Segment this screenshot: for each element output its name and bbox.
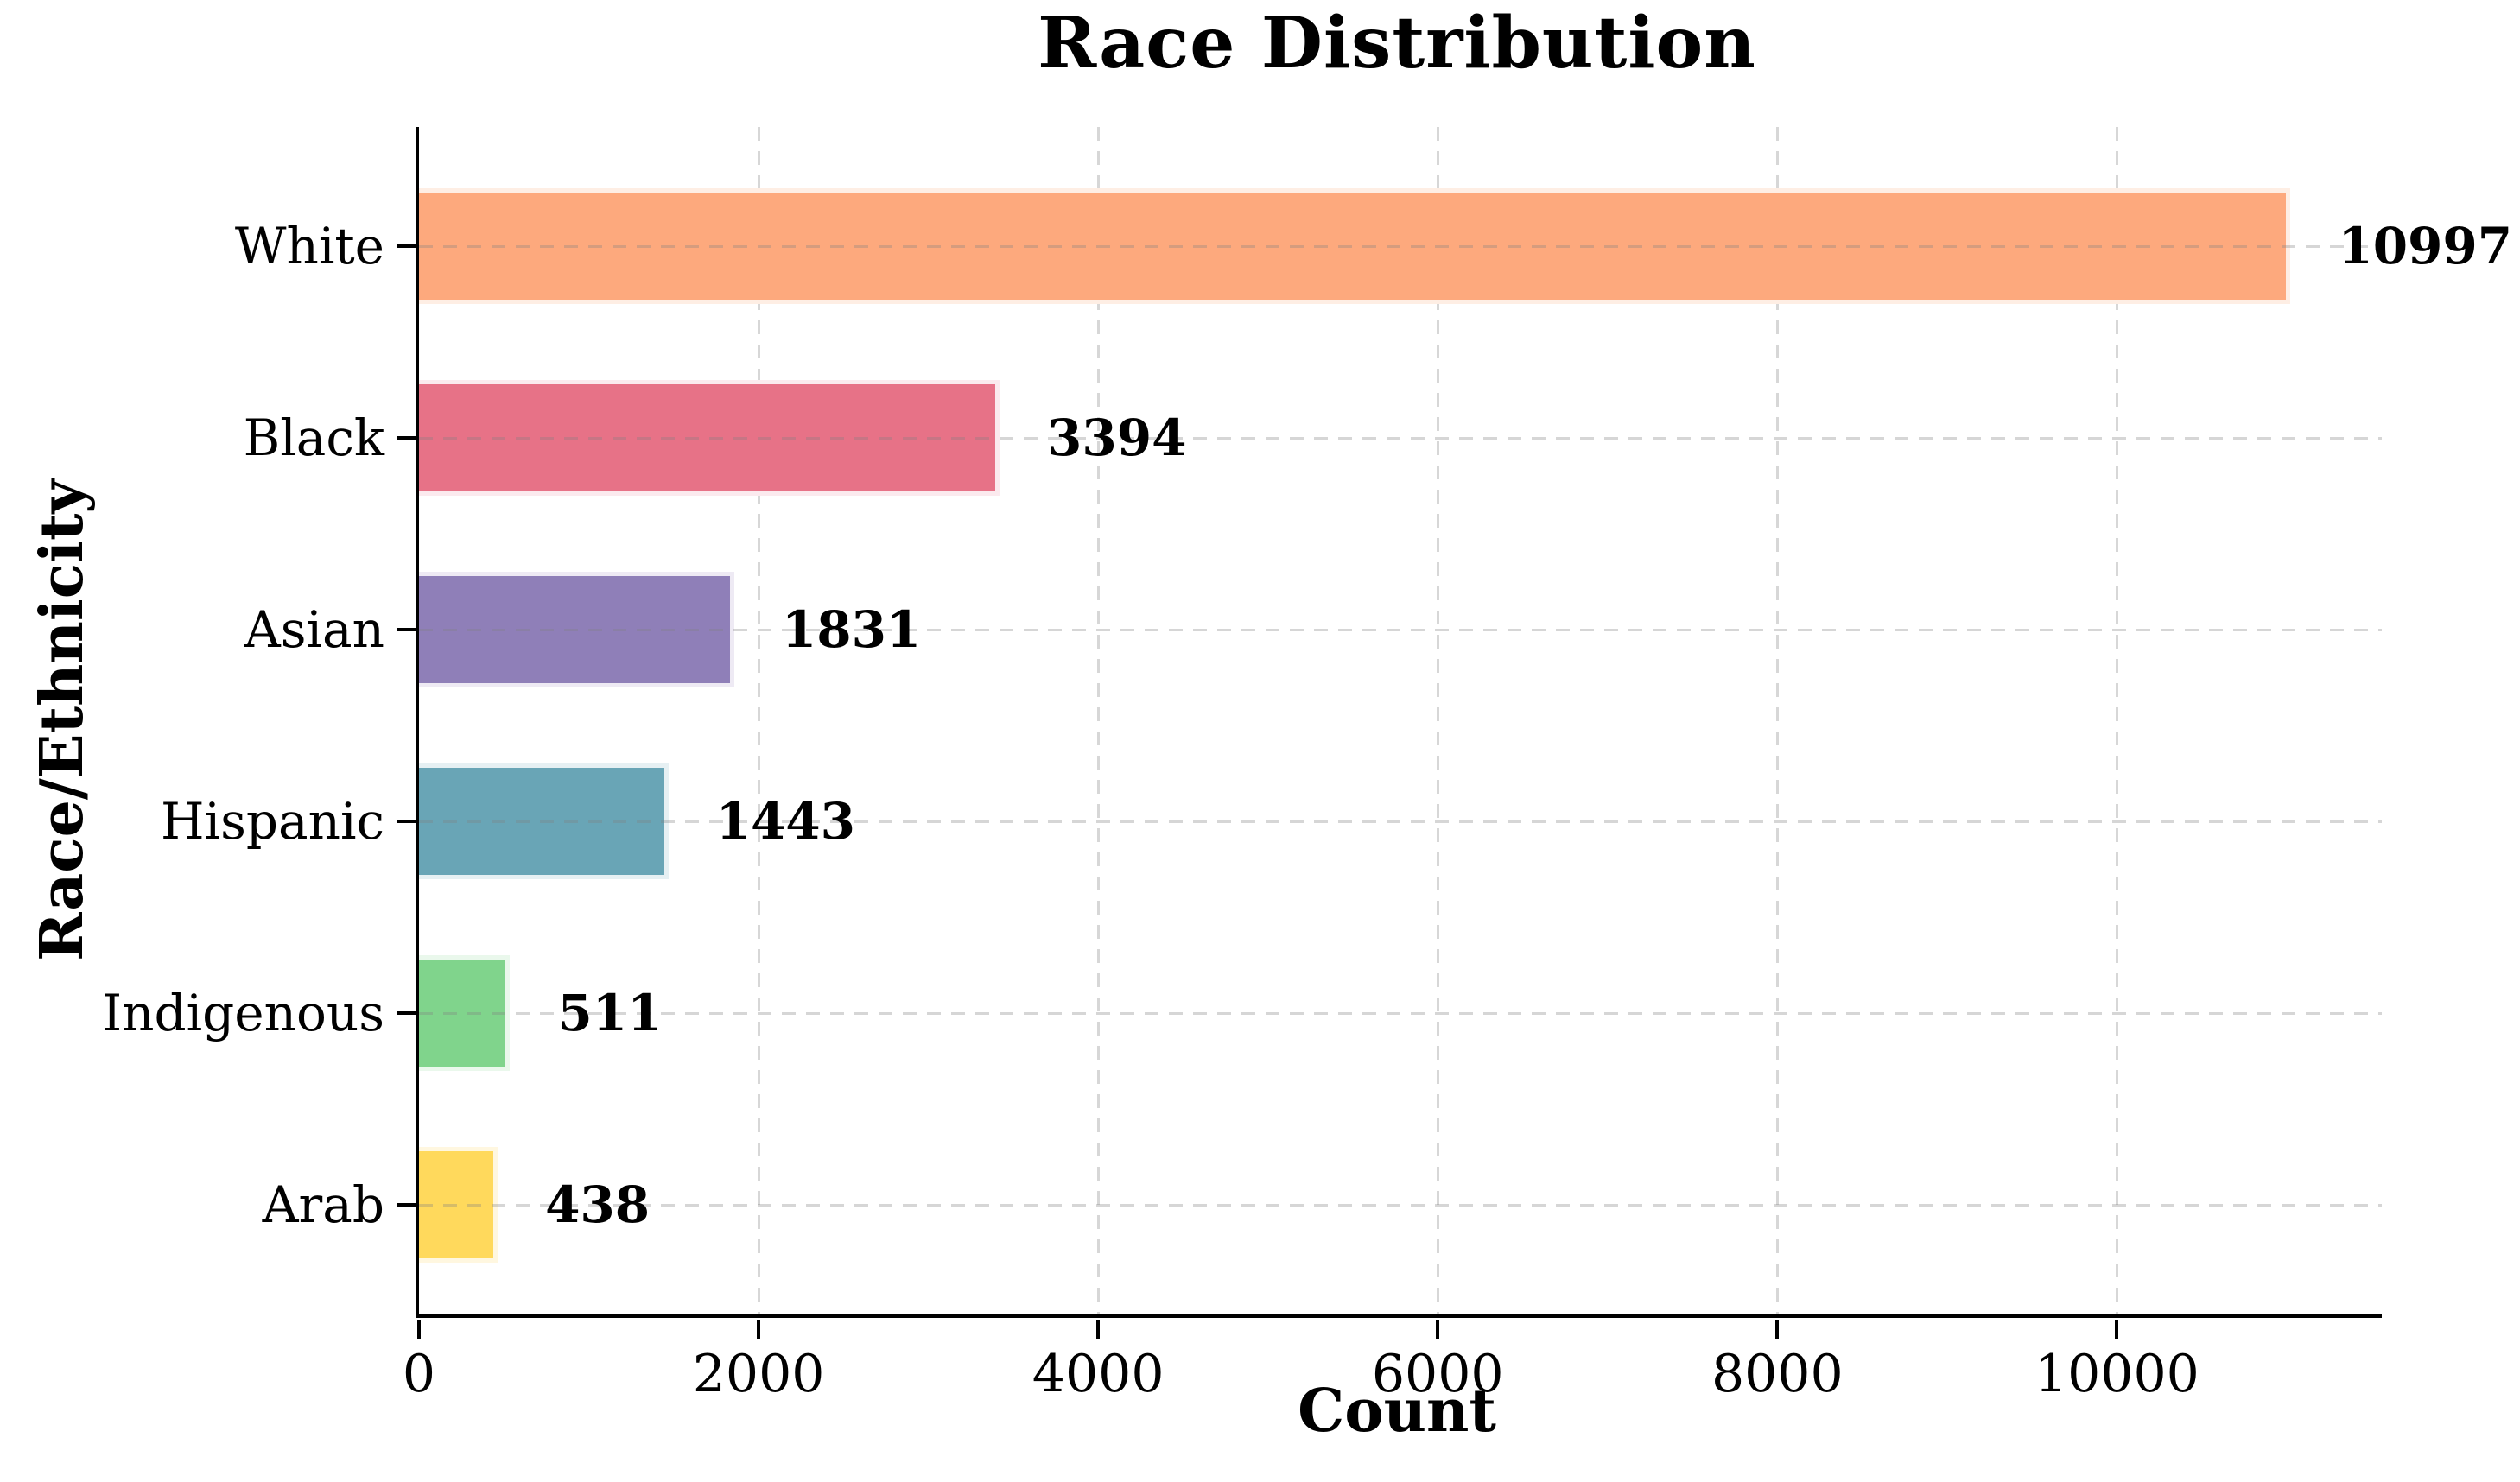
gridline-vertical-8000 [1776,127,1780,1314]
x-tick-label-4000: 4000 [1031,1344,1165,1404]
y-tick-hispanic [397,820,416,823]
plot-area: White 10997 Black 3394 Asian 1831 Hispanic 1443… [102,127,2512,1404]
value-label-arab: 438 [545,1175,651,1234]
gridline-horizontal-asian [419,629,2382,631]
bar-asian [419,572,734,687]
y-tick-indigenous [397,1011,416,1015]
x-tick-0 [417,1320,421,1339]
x-tick-label-2000: 2000 [692,1344,825,1404]
category-label-white: White [234,217,384,276]
value-label-hispanic: 1443 [715,792,856,851]
y-axis-label: Race/Ethnicity [28,479,97,961]
value-label-black: 3394 [1047,408,1187,467]
bar-indigenous [419,955,511,1071]
gridline-vertical-2000 [758,127,761,1314]
x-axis-label: Count [1298,1377,1496,1446]
category-label-arab: Arab [262,1175,384,1234]
x-tick-10000 [2115,1320,2119,1339]
gridline-horizontal-hispanic [419,820,2382,823]
x-tick-2000 [757,1320,761,1339]
x-tick-label-8000: 8000 [1711,1344,1844,1404]
gridline-horizontal-white [419,245,2382,248]
x-tick-6000 [1436,1320,1440,1339]
bar-white [419,188,2291,304]
category-label-indigenous: Indigenous [102,984,384,1042]
x-tick-label-6000: 6000 [1371,1344,1504,1404]
x-tick-4000 [1096,1320,1101,1339]
x-tick-8000 [1775,1320,1780,1339]
gridline-vertical-4000 [1097,127,1101,1314]
x-tick-label-0: 0 [402,1344,436,1404]
bar-arab [419,1147,498,1263]
chart-title: Race Distribution [1038,2,1756,85]
bar-black [419,380,1000,496]
gridline-horizontal-indigenous [419,1012,2382,1015]
y-tick-black [397,436,416,440]
value-label-indigenous: 511 [557,984,663,1042]
y-tick-arab [397,1203,416,1206]
gridline-vertical-6000 [1437,127,1440,1314]
y-tick-white [397,244,416,248]
category-label-asian: Asian [244,600,384,659]
gridline-horizontal-black [419,437,2382,440]
bar-hispanic [419,763,669,879]
gridline-vertical-10000 [2116,127,2119,1314]
category-label-hispanic: Hispanic [161,792,384,851]
y-tick-asian [397,628,416,631]
category-label-black: Black [243,408,384,467]
value-label-asian: 1831 [781,600,922,659]
x-tick-label-10000: 10000 [2034,1344,2199,1404]
gridline-horizontal-arab [419,1204,2382,1206]
value-label-white: 10997 [2338,217,2513,276]
